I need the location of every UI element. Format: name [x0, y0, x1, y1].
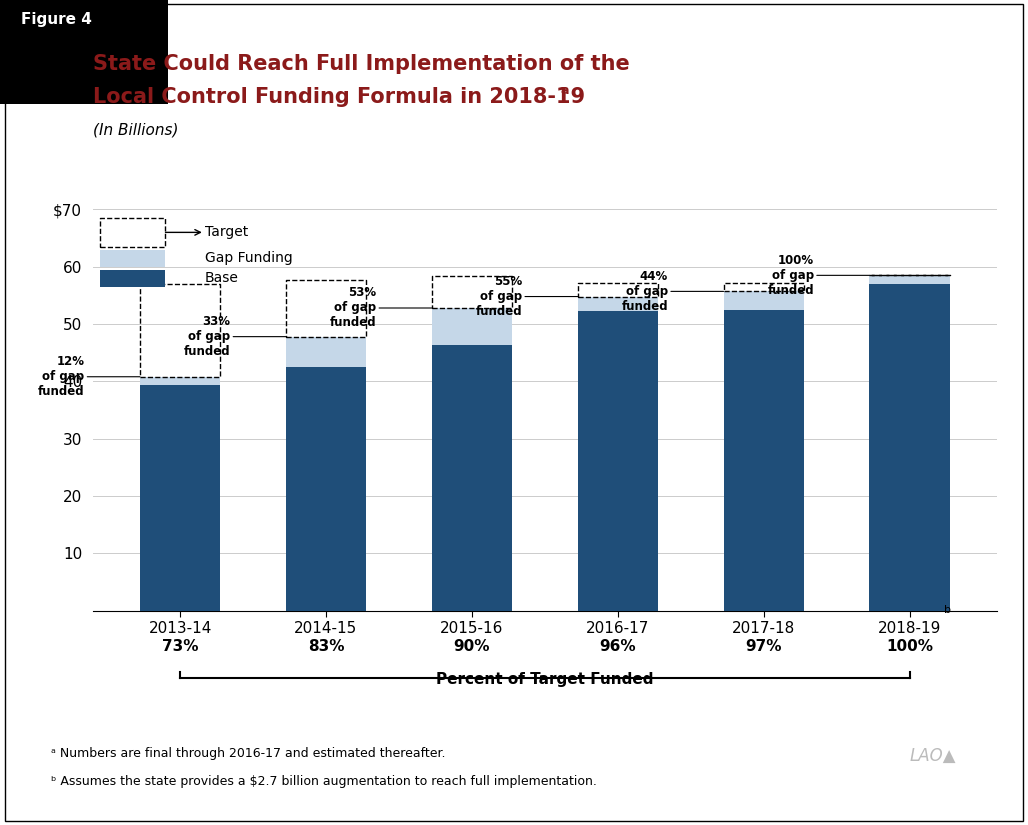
Text: 53%
of gap
funded: 53% of gap funded [330, 286, 432, 329]
Text: Gap Funding: Gap Funding [205, 251, 293, 265]
Bar [578, 311, 658, 610]
Text: 44%
of gap
funded: 44% of gap funded [622, 270, 724, 313]
Text: State Could Reach Full Implementation of the: State Could Reach Full Implementation of… [93, 54, 629, 73]
Text: 73%: 73% [161, 639, 198, 654]
Bar [286, 367, 366, 610]
Bar [140, 385, 220, 610]
Text: 100%
of gap
funded: 100% of gap funded [768, 254, 870, 297]
Text: 90%: 90% [453, 639, 490, 654]
Text: Target: Target [205, 225, 248, 239]
Bar [432, 308, 512, 345]
Text: a: a [560, 84, 568, 97]
Text: 100%: 100% [886, 639, 933, 654]
Bar [724, 291, 804, 309]
Bar [100, 249, 166, 266]
Text: 83%: 83% [307, 639, 344, 654]
Bar [724, 309, 804, 610]
Text: 97%: 97% [745, 639, 782, 654]
Bar [578, 296, 658, 311]
Text: (In Billions): (In Billions) [93, 122, 178, 137]
Text: Base: Base [205, 271, 238, 285]
Text: Figure 4: Figure 4 [21, 12, 91, 27]
Bar [140, 377, 220, 385]
Text: ᵇ Assumes the state provides a $2.7 billion augmentation to reach full implement: ᵇ Assumes the state provides a $2.7 bill… [51, 776, 597, 789]
Bar [870, 284, 950, 610]
Bar [100, 270, 166, 287]
Text: LAO▲: LAO▲ [910, 747, 956, 765]
Text: 96%: 96% [599, 639, 636, 654]
Text: Percent of Target Funded: Percent of Target Funded [436, 672, 654, 687]
Bar [870, 276, 950, 284]
Text: 55%
of gap
funded: 55% of gap funded [476, 275, 578, 318]
Text: 12%
of gap
funded: 12% of gap funded [38, 356, 140, 398]
Text: b: b [944, 605, 951, 615]
Text: ᵃ Numbers are final through 2016-17 and estimated thereafter.: ᵃ Numbers are final through 2016-17 and … [51, 747, 446, 760]
Text: Local Control Funding Formula in 2018-19: Local Control Funding Formula in 2018-19 [93, 87, 585, 106]
Bar [286, 337, 366, 367]
Bar [432, 345, 512, 610]
Text: 33%
of gap
funded: 33% of gap funded [184, 315, 286, 358]
